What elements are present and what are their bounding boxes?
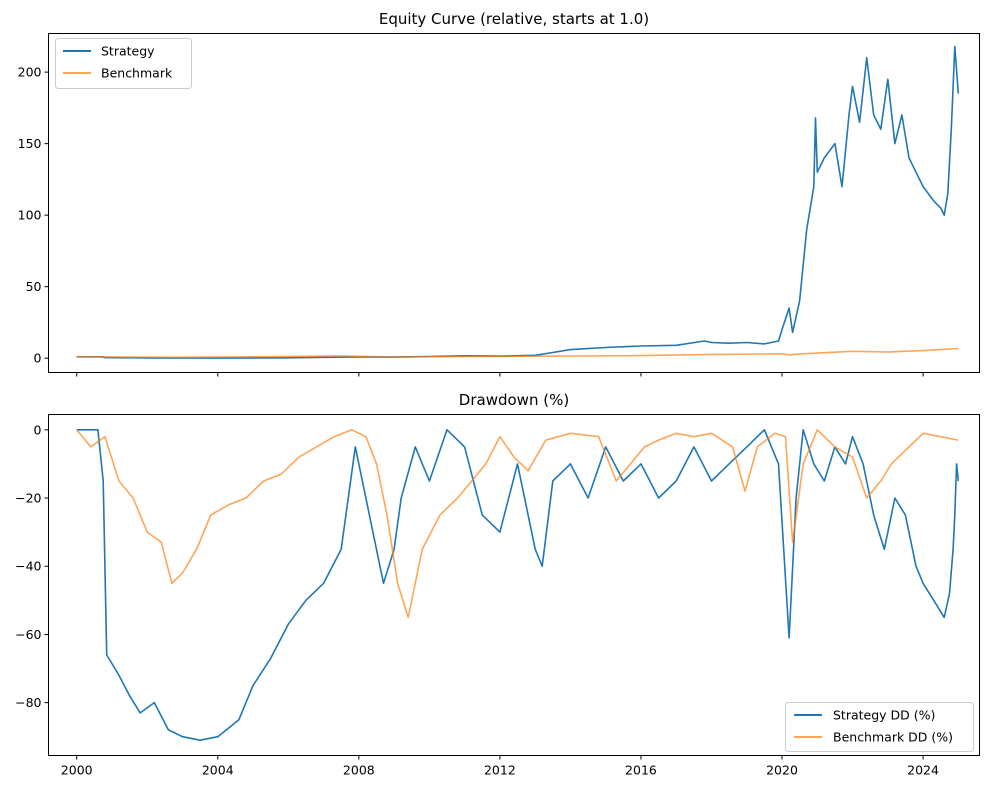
drawdown-ytick-label: 0 xyxy=(34,422,42,437)
equity-chart-title: Equity Curve (relative, starts at 1.0) xyxy=(379,10,649,28)
drawdown-ytick-label: −80 xyxy=(15,695,41,710)
equity-legend: Strategy Benchmark xyxy=(55,38,192,89)
drawdown-xtick-label: 2012 xyxy=(484,763,516,778)
equity-plot-frame xyxy=(48,33,980,373)
equity-ytick-label: 100 xyxy=(18,208,42,223)
equity-plot-lines xyxy=(76,45,960,359)
legend-label-benchmark-dd: Benchmark DD (%) xyxy=(833,730,953,745)
drawdown-ytick-label: −60 xyxy=(15,627,41,642)
drawdown-xtick-label: 2024 xyxy=(907,763,939,778)
drawdown-x-ticks: 2000 2004 2008 2012 2016 2020 2024 xyxy=(61,755,939,778)
drawdown-panel: Drawdown (%) 0−20−40−60−80 2000 2004 2008 2… xyxy=(15,391,980,778)
equity-ytick-label: 200 xyxy=(18,65,42,80)
equity-ytick-label: 150 xyxy=(18,136,42,151)
drawdown-xtick-label: 2000 xyxy=(61,763,93,778)
drawdown-plot-lines xyxy=(76,428,960,742)
legend-label-strategy-dd: Strategy DD (%) xyxy=(833,708,935,723)
equity-series-line-benchmark xyxy=(76,347,959,359)
equity-series-line-strategy xyxy=(76,45,960,359)
drawdown-ytick-label: −40 xyxy=(15,559,41,574)
equity-ytick-label: 0 xyxy=(34,351,42,366)
drawdown-xtick-label: 2004 xyxy=(202,763,234,778)
legend-label-benchmark: Benchmark xyxy=(101,66,173,81)
drawdown-ytick-label: −20 xyxy=(15,491,41,506)
drawdown-series-line-benchmark xyxy=(76,428,959,619)
legend-label-strategy: Strategy xyxy=(101,44,155,59)
drawdown-series-line-strategy xyxy=(76,428,960,742)
drawdown-chart-title: Drawdown (%) xyxy=(459,391,569,409)
equity-y-ticks: 0 50 100 150 200 xyxy=(18,65,49,366)
drawdown-plot-frame xyxy=(48,414,980,756)
drawdown-legend: Strategy DD (%) Benchmark DD (%) xyxy=(785,702,974,752)
drawdown-legend-box xyxy=(785,702,974,752)
equity-ytick-label: 50 xyxy=(26,279,42,294)
drawdown-xtick-label: 2020 xyxy=(766,763,798,778)
drawdown-y-ticks: 0 −20 −40 −60 −80 xyxy=(15,422,49,710)
drawdown-xtick-label: 2016 xyxy=(625,763,657,778)
equity-x-ticks xyxy=(76,372,924,377)
drawdown-xtick-label: 2008 xyxy=(343,763,375,778)
equity-curve-panel: Equity Curve (relative, starts at 1.0) 0… xyxy=(18,10,980,377)
